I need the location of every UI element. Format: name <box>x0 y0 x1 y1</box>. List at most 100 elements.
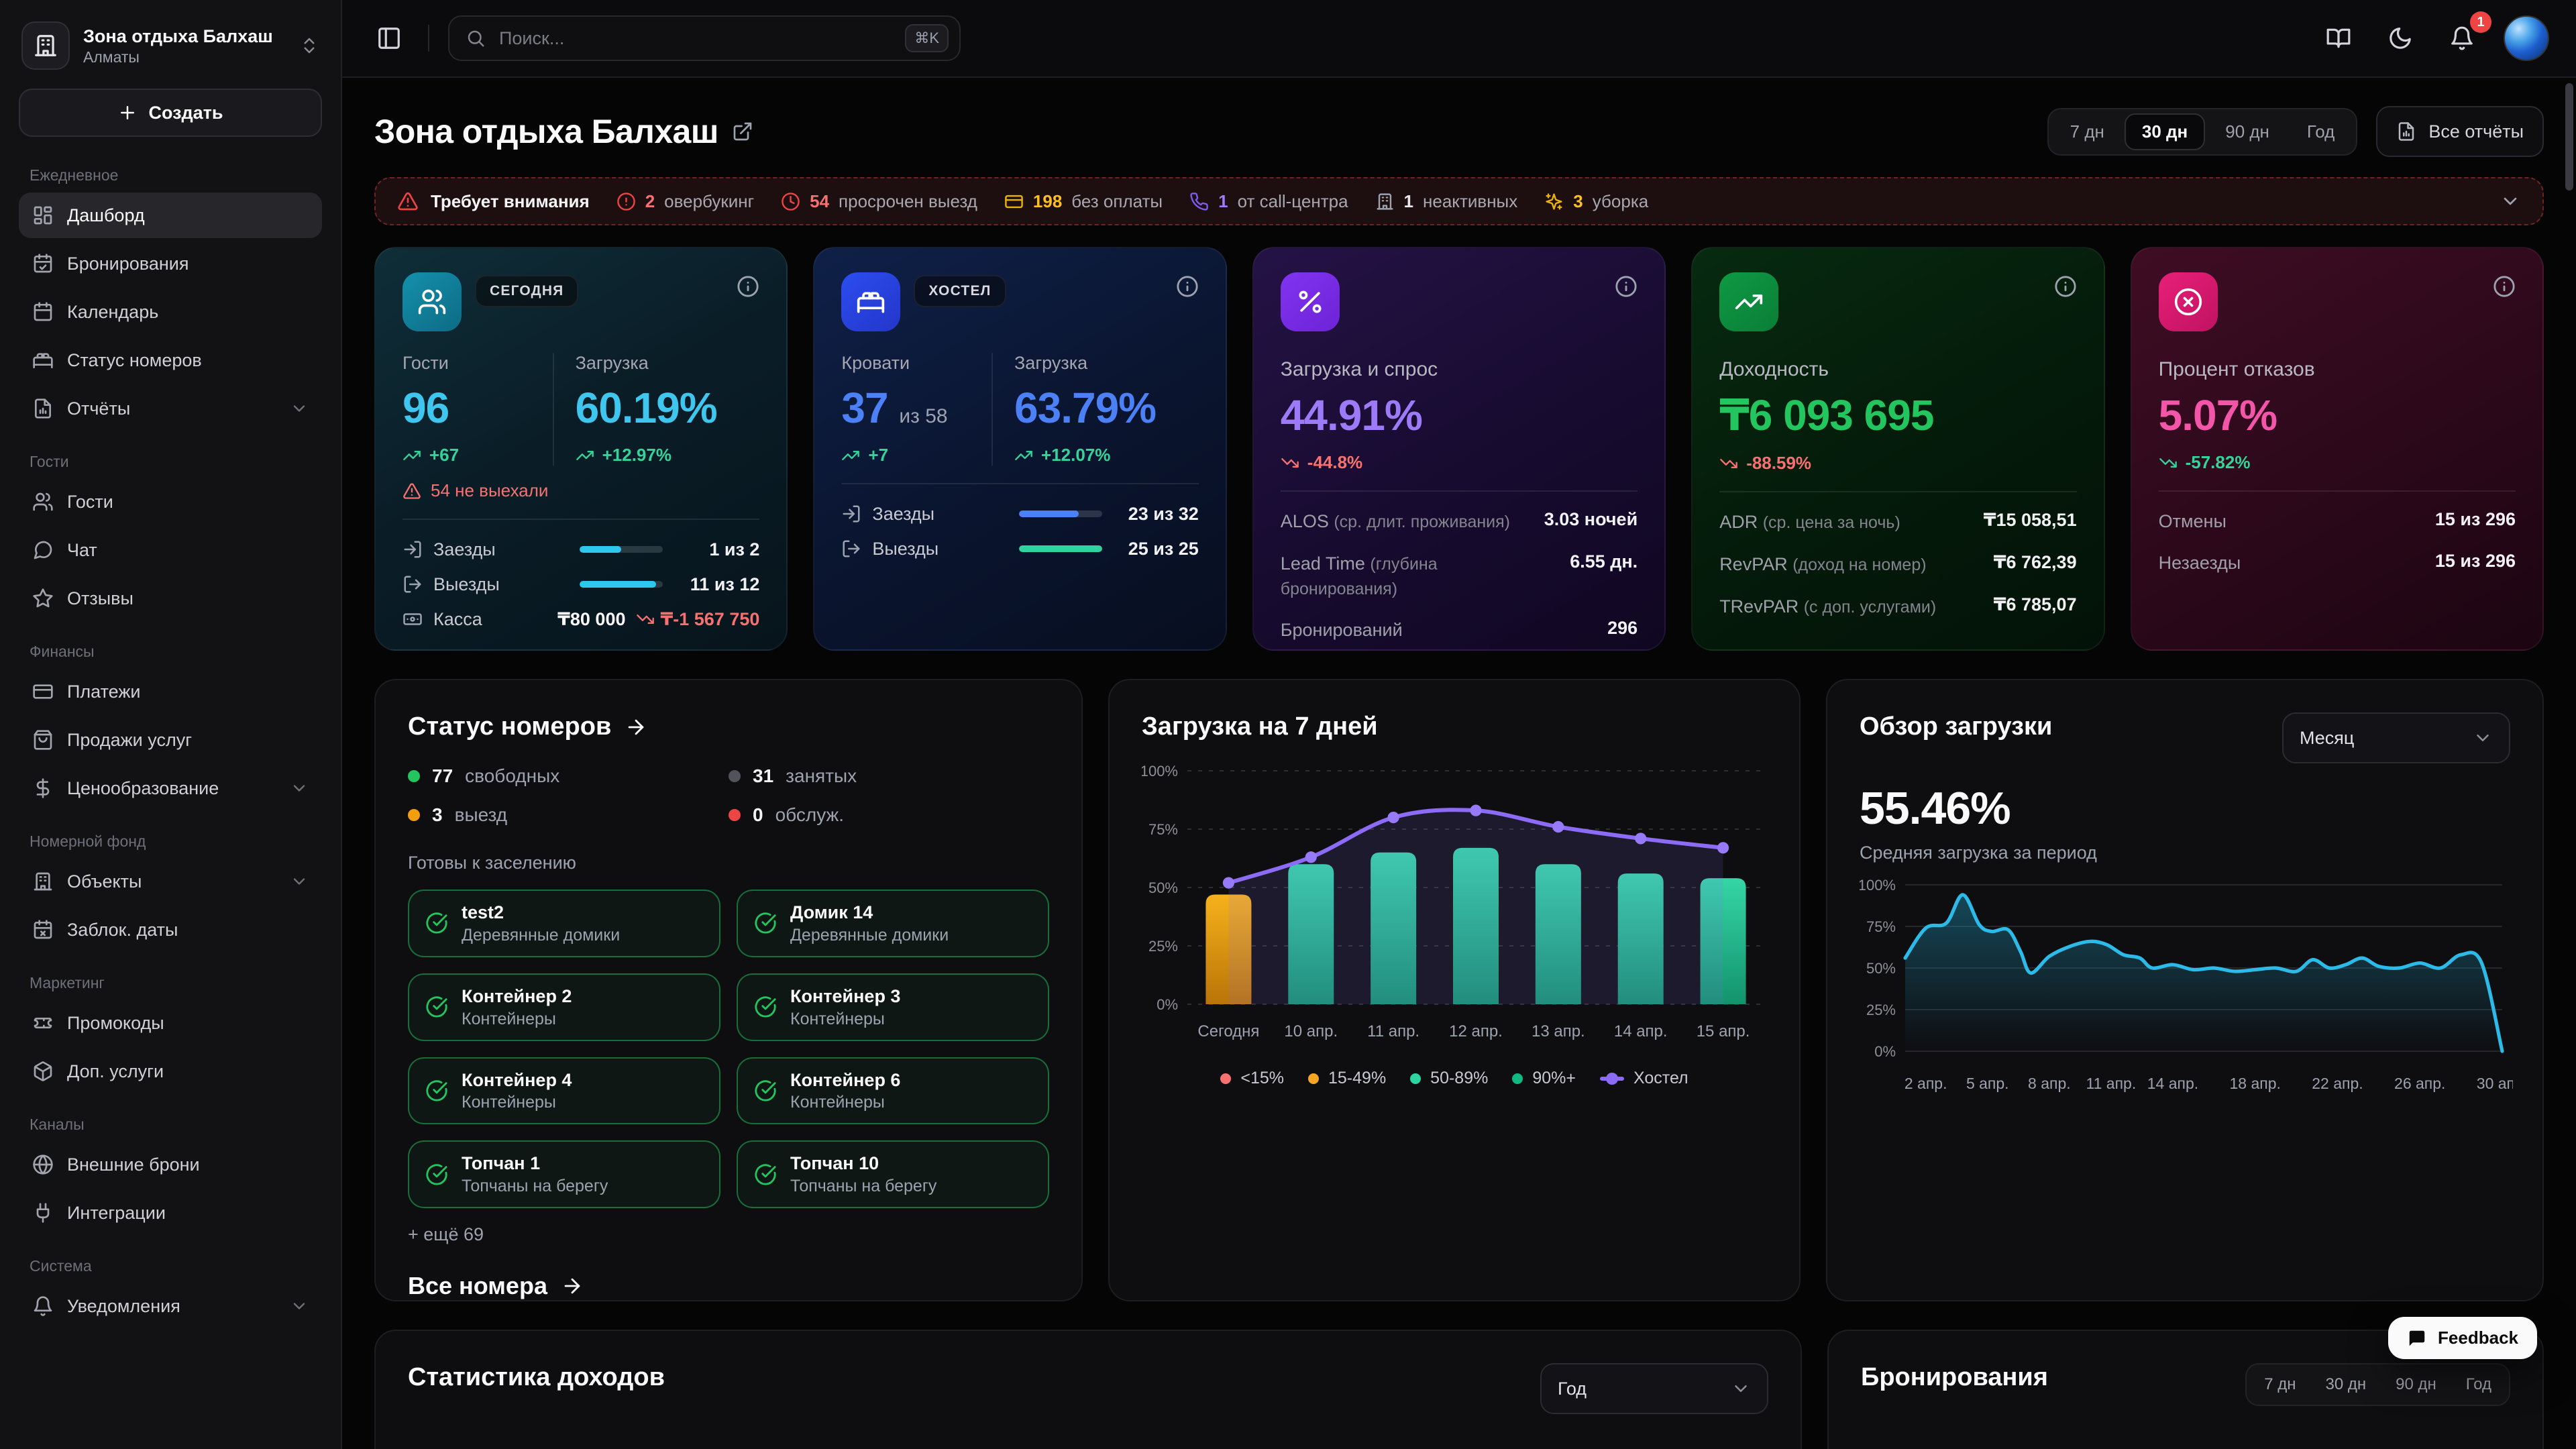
feedback-button[interactable]: Feedback <box>2388 1317 2537 1359</box>
sidebar-item-1-1[interactable]: Чат <box>19 527 322 573</box>
alert-count: 2 <box>645 191 655 211</box>
chevron-down-icon <box>290 779 309 798</box>
alert-item-3[interactable]: 1 от call-центра <box>1189 191 1348 212</box>
attention-bar[interactable]: Требует внимания 2 овербукинг 54 просрочен … <box>374 177 2544 225</box>
room-legend-item-1: 31 занятых <box>729 765 1049 787</box>
ready-room-chip-3[interactable]: Контейнер 3 Контейнеры <box>737 973 1049 1041</box>
sidebar-item-2-0[interactable]: Платежи <box>19 669 322 714</box>
arrow-right-icon <box>561 1275 584 1297</box>
search-input[interactable] <box>496 26 895 50</box>
sidebar-item-0-1[interactable]: Бронирования <box>19 241 322 286</box>
trending-down-icon <box>1281 453 1299 472</box>
info-icon[interactable] <box>2054 275 2077 298</box>
workspace-switcher[interactable]: Зона отдыха Балхаш Алматы <box>16 16 325 83</box>
sidebar-item-0-2[interactable]: Календарь <box>19 289 322 335</box>
ready-room-chip-6[interactable]: Топчан 1 Топчаны на берегу <box>408 1140 720 1208</box>
theme-toggle-button[interactable] <box>2380 18 2420 58</box>
sidebar-item-6-0[interactable]: Уведомления <box>19 1283 322 1329</box>
sidebar-item-1-2[interactable]: Отзывы <box>19 576 322 621</box>
sidebar-item-0-3[interactable]: Статус номеров <box>19 337 322 383</box>
guests-value: 96 <box>402 384 449 432</box>
income-period-select[interactable]: Год <box>1540 1363 1768 1414</box>
ready-rooms-grid: test2 Деревянные домики Домик 14 Деревянные… <box>408 890 1049 1208</box>
ready-room-chip-0[interactable]: test2 Деревянные домики <box>408 890 720 957</box>
period-select[interactable]: Месяц <box>2282 712 2510 763</box>
chevron-down-icon[interactable] <box>2500 191 2521 212</box>
notifications-button[interactable]: 1 <box>2442 11 2491 58</box>
sidebar-toggle-button[interactable] <box>369 18 409 58</box>
svg-text:100%: 100% <box>1860 877 1896 894</box>
all-rooms-link[interactable]: Все номера <box>408 1272 1049 1300</box>
info-icon[interactable] <box>1615 275 1638 298</box>
bed-icon <box>856 287 885 317</box>
ready-room-chip-1[interactable]: Домик 14 Деревянные домики <box>737 890 1049 957</box>
room-type: Топчаны на берегу <box>790 1177 937 1195</box>
ready-room-chip-5[interactable]: Контейнер 6 Контейнеры <box>737 1057 1049 1125</box>
chevron-down-icon <box>2473 728 2493 748</box>
alert-item-2[interactable]: 198 без оплаты <box>1004 191 1163 212</box>
log-out-icon <box>841 539 861 559</box>
sidebar-item-4-0[interactable]: Промокоды <box>19 1000 322 1046</box>
log-in-icon <box>841 504 861 524</box>
period-button-1[interactable]: 30 дн <box>2312 1368 2380 1401</box>
scrollbar-thumb[interactable] <box>2565 83 2573 191</box>
income-stats-panel: Статистика доходов Год <box>374 1330 1802 1449</box>
alert-item-5[interactable]: 3 уборка <box>1544 191 1648 212</box>
period-button-2[interactable]: 90 дн <box>2208 113 2287 150</box>
sidebar-item-label: Статус номеров <box>67 350 202 370</box>
alert-item-4[interactable]: 1 неактивных <box>1375 191 1517 212</box>
room-status-link[interactable]: Статус номеров <box>408 712 1049 741</box>
more-rooms-label[interactable]: + ещё 69 <box>408 1224 484 1244</box>
info-icon[interactable] <box>1176 275 1199 298</box>
docs-button[interactable] <box>2318 18 2359 58</box>
period-button-0[interactable]: 7 дн <box>2053 113 2122 150</box>
ready-room-chip-2[interactable]: Контейнер 2 Контейнеры <box>408 973 720 1041</box>
period-button-0[interactable]: 7 дн <box>2251 1368 2309 1401</box>
sidebar-item-label: Уведомления <box>67 1295 180 1316</box>
info-icon[interactable] <box>737 275 759 298</box>
period-button-3[interactable]: Год <box>2453 1368 2505 1401</box>
info-icon[interactable] <box>2493 275 2516 298</box>
all-reports-button[interactable]: Все отчёты <box>2376 106 2544 157</box>
legend-label: 50-89% <box>1430 1069 1489 1087</box>
trending-up-icon <box>1734 287 1764 317</box>
sidebar-item-0-0[interactable]: Дашборд <box>19 193 322 238</box>
chevron-down-icon <box>290 1297 309 1316</box>
sidebar-item-5-1[interactable]: Интеграции <box>19 1190 322 1236</box>
sidebar-item-0-4[interactable]: Отчёты <box>19 386 322 431</box>
ready-room-chip-7[interactable]: Топчан 10 Топчаны на берегу <box>737 1140 1049 1208</box>
building-icon <box>1375 192 1395 211</box>
period-button-3[interactable]: Год <box>2290 113 2352 150</box>
period-button-2[interactable]: 90 дн <box>2382 1368 2450 1401</box>
sidebar-item-4-1[interactable]: Доп. услуги <box>19 1049 322 1094</box>
sidebar-item-3-0[interactable]: Объекты <box>19 859 322 904</box>
room-type: Контейнеры <box>790 1009 885 1028</box>
create-button[interactable]: Создать <box>19 89 322 137</box>
sidebar-section-label: Система <box>30 1257 92 1275</box>
sidebar-item-2-1[interactable]: Продажи услуг <box>19 717 322 763</box>
avatar[interactable] <box>2504 15 2549 61</box>
sidebar-item-2-2[interactable]: Ценообразование <box>19 765 322 811</box>
triangle-alert-icon <box>402 482 421 500</box>
sidebar-item-3-1[interactable]: Заблок. даты <box>19 907 322 953</box>
bookings-period-segmented: 7 дн 30 дн 90 дн Год <box>2245 1363 2510 1406</box>
brand-logo-icon <box>33 33 58 58</box>
ready-label: Готовы к заселению <box>408 853 576 873</box>
period-segmented: 7 дн 30 дн 90 дн Год <box>2047 107 2358 156</box>
ready-room-chip-4[interactable]: Контейнер 4 Контейнеры <box>408 1057 720 1125</box>
external-link-icon[interactable] <box>732 121 753 142</box>
cash-row: Касса ₸80 000 ₸-1 567 750 <box>402 602 759 637</box>
alert-item-1[interactable]: 54 просрочен выезд <box>781 191 977 212</box>
chart-legend-item-4: Хостел <box>1599 1069 1688 1088</box>
alert-label: овербукинг <box>664 191 755 211</box>
sidebar-item-1-0[interactable]: Гости <box>19 479 322 525</box>
svg-text:12 апр.: 12 апр. <box>1449 1022 1503 1040</box>
alert-label: от call-центра <box>1237 191 1348 211</box>
period-button-1[interactable]: 30 дн <box>2124 113 2206 150</box>
message-square-icon <box>2407 1328 2427 1348</box>
legend-label: занятых <box>786 765 857 786</box>
room-legend-item-3: 0 обслуж. <box>729 804 1049 826</box>
sidebar-item-5-0[interactable]: Внешние брони <box>19 1142 322 1187</box>
alert-item-0[interactable]: 2 овербукинг <box>616 191 754 212</box>
topbar: ⌘K 1 <box>342 0 2576 78</box>
